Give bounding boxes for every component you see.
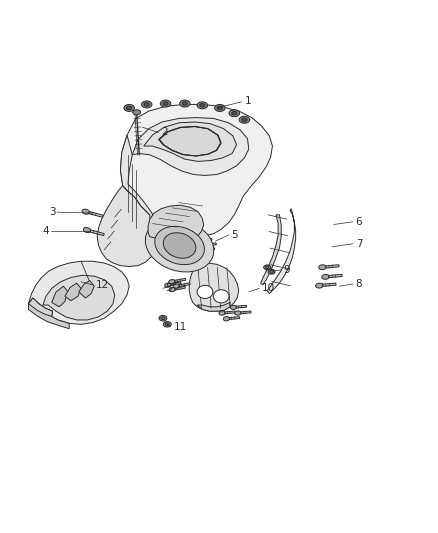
Ellipse shape: [223, 317, 230, 321]
Ellipse shape: [195, 245, 201, 249]
Ellipse shape: [230, 305, 237, 310]
Text: 3: 3: [49, 207, 56, 217]
Polygon shape: [267, 209, 296, 294]
Polygon shape: [198, 238, 212, 244]
Polygon shape: [176, 283, 190, 287]
Polygon shape: [233, 305, 247, 308]
Polygon shape: [28, 261, 129, 324]
Ellipse shape: [166, 323, 170, 326]
Polygon shape: [79, 280, 94, 298]
Text: 10: 10: [262, 284, 275, 293]
Polygon shape: [238, 311, 251, 314]
Text: 1: 1: [244, 96, 251, 106]
Polygon shape: [120, 104, 272, 237]
Polygon shape: [325, 274, 342, 278]
Polygon shape: [201, 248, 215, 252]
Polygon shape: [172, 286, 185, 290]
Text: 6: 6: [356, 217, 362, 227]
Ellipse shape: [124, 104, 134, 111]
Ellipse shape: [239, 116, 250, 123]
Polygon shape: [261, 215, 281, 285]
Ellipse shape: [82, 209, 89, 214]
Polygon shape: [197, 302, 230, 311]
Polygon shape: [189, 263, 239, 311]
Polygon shape: [148, 205, 204, 242]
Ellipse shape: [270, 271, 273, 273]
Ellipse shape: [180, 100, 190, 107]
Ellipse shape: [169, 280, 175, 284]
Ellipse shape: [169, 287, 175, 292]
Ellipse shape: [229, 110, 240, 117]
Ellipse shape: [232, 111, 237, 115]
Ellipse shape: [83, 228, 91, 232]
Polygon shape: [168, 282, 181, 286]
Ellipse shape: [219, 311, 225, 315]
Polygon shape: [172, 278, 186, 282]
Ellipse shape: [163, 102, 168, 106]
Ellipse shape: [145, 219, 214, 272]
Text: 5: 5: [231, 230, 238, 240]
Text: 12: 12: [95, 280, 109, 290]
Text: 7: 7: [356, 239, 362, 249]
Ellipse shape: [199, 245, 206, 249]
Ellipse shape: [316, 283, 323, 288]
Ellipse shape: [242, 118, 247, 122]
Polygon shape: [28, 298, 53, 317]
Ellipse shape: [161, 317, 165, 320]
Text: 9: 9: [284, 265, 290, 275]
Ellipse shape: [173, 284, 179, 288]
Polygon shape: [202, 243, 216, 248]
Text: 4: 4: [43, 227, 49, 237]
Ellipse shape: [182, 102, 187, 106]
Ellipse shape: [133, 110, 141, 115]
Ellipse shape: [195, 241, 201, 245]
Polygon shape: [28, 298, 69, 329]
Ellipse shape: [213, 290, 229, 303]
Ellipse shape: [160, 100, 171, 107]
Ellipse shape: [197, 102, 208, 109]
Polygon shape: [120, 135, 158, 247]
Ellipse shape: [159, 316, 167, 321]
Polygon shape: [144, 122, 237, 161]
Ellipse shape: [163, 233, 196, 258]
Text: 8: 8: [356, 279, 362, 289]
Polygon shape: [319, 283, 336, 287]
Polygon shape: [43, 275, 115, 320]
Ellipse shape: [163, 321, 171, 327]
Text: 5: 5: [166, 284, 172, 293]
Ellipse shape: [264, 265, 271, 270]
Ellipse shape: [165, 283, 171, 287]
Ellipse shape: [217, 106, 223, 110]
Polygon shape: [52, 286, 68, 307]
Ellipse shape: [198, 249, 205, 253]
Polygon shape: [65, 283, 81, 301]
Ellipse shape: [141, 101, 152, 108]
Polygon shape: [87, 229, 104, 236]
Polygon shape: [322, 265, 339, 268]
Text: 11: 11: [173, 322, 187, 332]
Polygon shape: [222, 311, 235, 314]
Ellipse shape: [155, 227, 205, 265]
Polygon shape: [132, 118, 249, 175]
Ellipse shape: [235, 311, 241, 315]
Ellipse shape: [322, 274, 329, 279]
Ellipse shape: [144, 103, 149, 106]
Ellipse shape: [127, 106, 132, 110]
Polygon shape: [85, 211, 103, 217]
Text: 2: 2: [161, 127, 168, 138]
Ellipse shape: [200, 103, 205, 107]
Polygon shape: [159, 126, 221, 156]
Ellipse shape: [268, 269, 275, 274]
Ellipse shape: [197, 285, 213, 298]
Polygon shape: [97, 185, 159, 266]
Polygon shape: [226, 317, 240, 320]
Ellipse shape: [319, 265, 326, 270]
Ellipse shape: [265, 266, 269, 269]
Ellipse shape: [215, 104, 225, 111]
Polygon shape: [198, 244, 212, 247]
